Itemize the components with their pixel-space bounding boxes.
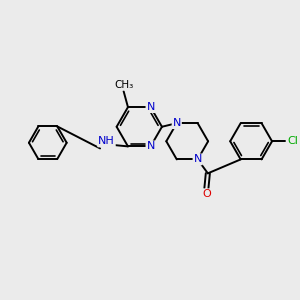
Text: N: N <box>146 141 155 152</box>
Text: Cl: Cl <box>287 136 298 146</box>
Text: N: N <box>194 154 202 164</box>
Text: O: O <box>202 189 211 199</box>
Text: N: N <box>172 118 181 128</box>
Text: NH: NH <box>98 136 115 146</box>
Text: N: N <box>146 102 155 112</box>
Text: CH₃: CH₃ <box>114 80 133 90</box>
